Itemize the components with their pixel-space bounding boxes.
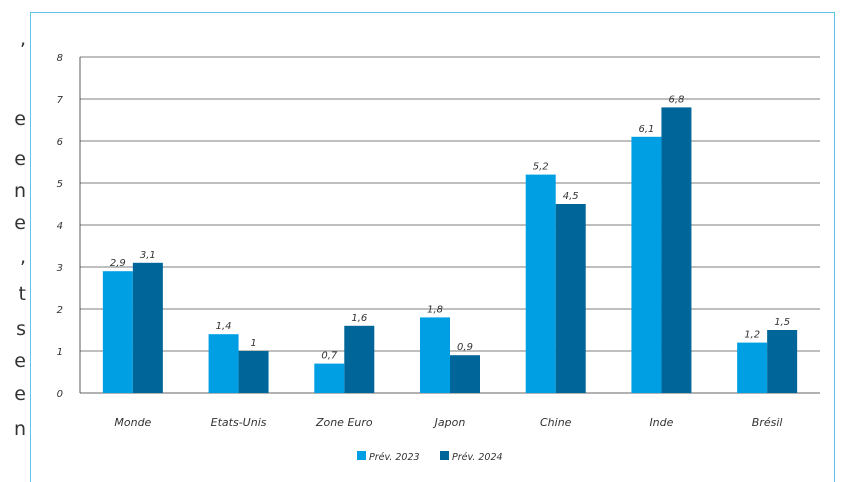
y-tick-label: 8 bbox=[57, 53, 63, 64]
data-label: 1,5 bbox=[774, 317, 790, 328]
bar bbox=[631, 136, 662, 394]
legend-swatch bbox=[357, 451, 366, 460]
x-tick-label: Japon bbox=[433, 416, 466, 429]
y-tick-label: 2 bbox=[57, 305, 63, 316]
legend-swatch bbox=[440, 451, 449, 460]
data-label: 5,2 bbox=[533, 162, 549, 173]
y-tick-label: 7 bbox=[57, 95, 64, 106]
page-text-fragment: n bbox=[13, 418, 26, 440]
data-label: 6,8 bbox=[668, 94, 684, 105]
bar bbox=[238, 351, 269, 393]
x-tick-label: Brésil bbox=[752, 416, 783, 429]
data-label: 1,6 bbox=[351, 313, 367, 324]
y-tick-label: 5 bbox=[57, 179, 63, 190]
data-label: 2,9 bbox=[110, 258, 126, 269]
x-tick-label: Inde bbox=[649, 416, 673, 429]
chart-frame bbox=[30, 12, 835, 482]
data-label: 1,2 bbox=[744, 330, 760, 341]
bar bbox=[420, 317, 450, 393]
bar bbox=[450, 355, 480, 393]
bar bbox=[767, 330, 798, 393]
page-text-fragment: s bbox=[16, 318, 26, 340]
y-tick-label: 0 bbox=[57, 389, 63, 400]
page-text-fragment: , bbox=[19, 28, 26, 50]
x-tick-label: Monde bbox=[114, 416, 151, 429]
bar bbox=[737, 342, 768, 393]
x-tick-label: Etats-Unis bbox=[211, 416, 267, 429]
legend-label: Prév. 2023 bbox=[369, 452, 420, 463]
page-text-fragment: e bbox=[14, 108, 26, 130]
page-text-fragment: n bbox=[13, 180, 26, 202]
x-tick-label: Zone Euro bbox=[315, 416, 373, 429]
data-label: 0,9 bbox=[457, 342, 473, 353]
page-text-fragment: e bbox=[14, 383, 26, 405]
x-tick-label: Chine bbox=[540, 416, 572, 429]
data-label: 6,1 bbox=[638, 124, 654, 135]
bar bbox=[661, 107, 692, 394]
legend-label: Prév. 2024 bbox=[452, 452, 503, 463]
data-label: 4,5 bbox=[563, 191, 579, 202]
bar bbox=[102, 271, 133, 393]
data-label: 1,4 bbox=[216, 321, 232, 332]
page-text-fragment: t bbox=[18, 283, 26, 305]
page-text-fragment: , bbox=[19, 246, 26, 268]
data-label: 1 bbox=[250, 338, 256, 349]
bar bbox=[525, 174, 556, 393]
data-label: 3,1 bbox=[140, 250, 156, 261]
data-label: 0,7 bbox=[321, 351, 338, 362]
y-tick-label: 4 bbox=[57, 221, 63, 232]
bar-chart: 0 1 2 3 4 5 6 7 8 2,9 3,1 Monde 1,4 1 Etats-Unis 0,7 1,6… bbox=[57, 53, 820, 463]
page-text-fragment: e bbox=[14, 350, 26, 372]
page-text-fragment: e bbox=[14, 148, 26, 170]
bar bbox=[208, 334, 239, 393]
y-tick-label: 3 bbox=[57, 263, 63, 274]
bar bbox=[314, 363, 345, 393]
bar bbox=[555, 204, 586, 393]
bar bbox=[344, 325, 375, 393]
data-label: 1,8 bbox=[427, 304, 443, 315]
y-tick-label: 6 bbox=[57, 137, 63, 148]
y-tick-label: 1 bbox=[57, 347, 63, 358]
page-text-fragment: e bbox=[14, 212, 26, 234]
bar bbox=[132, 262, 163, 393]
